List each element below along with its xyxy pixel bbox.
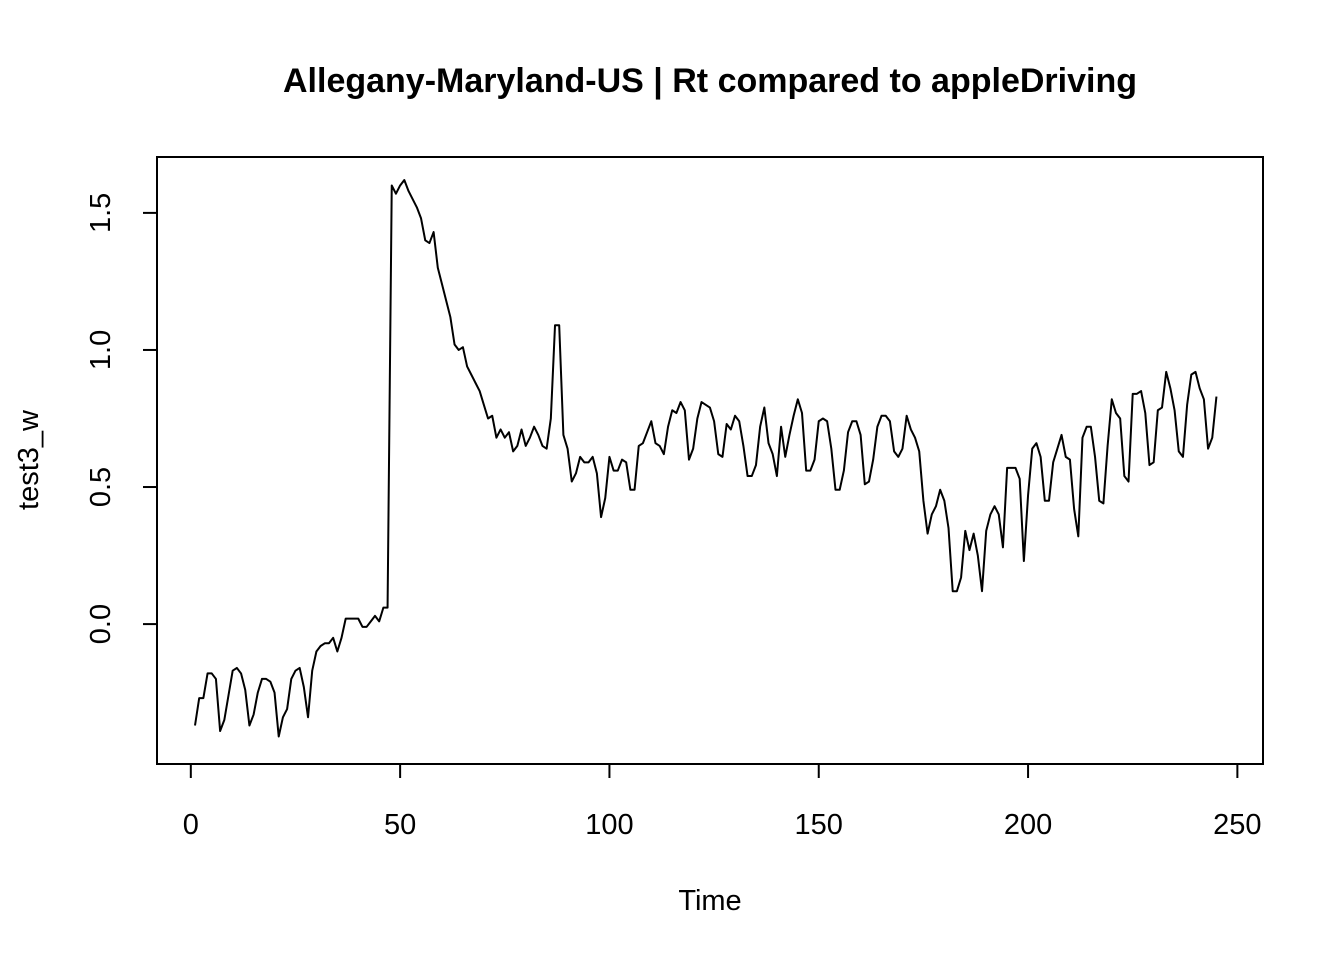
y-tick-label: 0.0 xyxy=(85,604,117,644)
x-tick-label: 50 xyxy=(384,809,416,841)
plot-frame xyxy=(156,156,1264,765)
y-tick-label: 0.5 xyxy=(85,467,117,507)
x-tick-label: 250 xyxy=(1213,809,1261,841)
x-axis: 0 50 100 150 200 250 xyxy=(183,763,1262,841)
y-axis: 0.0 0.5 1.0 1.5 xyxy=(85,193,158,644)
x-tick-label: 200 xyxy=(1004,809,1052,841)
y-tick-label: 1.5 xyxy=(85,193,117,233)
y-axis-label: test3_w xyxy=(13,409,45,510)
x-axis-label: Time xyxy=(678,885,741,917)
series-line xyxy=(194,179,1218,738)
y-tick-label: 1.0 xyxy=(85,330,117,370)
x-tick-label: 100 xyxy=(585,809,633,841)
x-tick-label: 0 xyxy=(183,809,199,841)
x-tick-label: 150 xyxy=(795,809,843,841)
chart-title: Allegany-Maryland-US | Rt compared to ap… xyxy=(283,62,1137,100)
